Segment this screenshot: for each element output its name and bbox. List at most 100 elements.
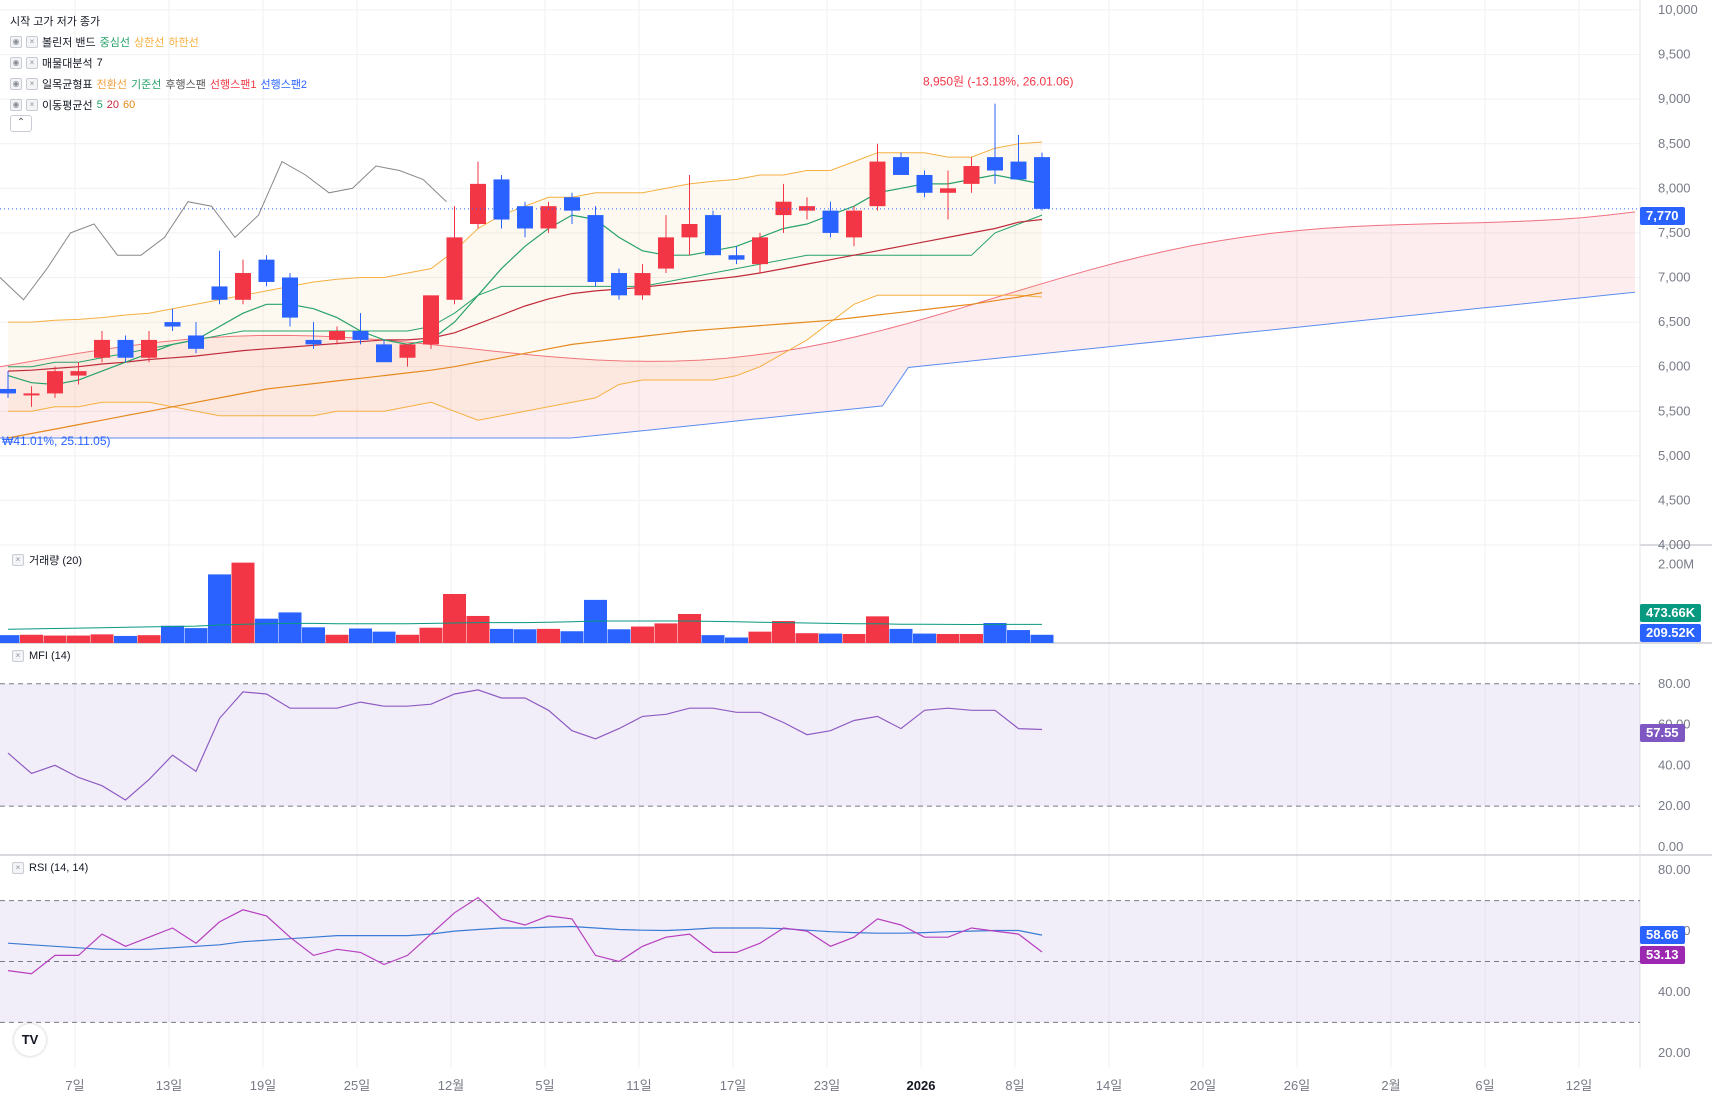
x-tick-label: 14일 bbox=[1096, 1078, 1122, 1093]
volume-bar bbox=[819, 633, 842, 643]
x-tick-label: 25일 bbox=[344, 1078, 370, 1093]
candle-body bbox=[705, 215, 721, 256]
ma-name: 이동평균선 bbox=[42, 100, 93, 112]
rsi-badge: 53.13 bbox=[1640, 946, 1685, 964]
volume-bar bbox=[20, 634, 43, 643]
volume-bar bbox=[302, 627, 325, 643]
candle-body bbox=[752, 237, 768, 265]
volume-tick-label: 2.00M bbox=[1658, 557, 1694, 572]
mfi-tick-label: 20.00 bbox=[1658, 798, 1691, 813]
volume-title: 거래량 (20) bbox=[29, 555, 82, 567]
rsi-signal-line bbox=[7, 925, 1043, 950]
close-icon[interactable]: × bbox=[12, 650, 24, 662]
price-tick-label: 6,500 bbox=[1658, 314, 1691, 329]
mfi-line bbox=[7, 689, 1043, 801]
price-badge: 7,770 bbox=[1640, 207, 1685, 225]
volume-bar bbox=[889, 628, 913, 643]
collapse-legend-button[interactable]: ⌃ bbox=[10, 115, 32, 132]
candle-body bbox=[211, 286, 228, 300]
candle-body bbox=[893, 157, 909, 175]
candle-body bbox=[94, 339, 110, 358]
volume-bar bbox=[913, 633, 936, 643]
rsi-line bbox=[7, 896, 1043, 975]
ma-60: 60 bbox=[122, 99, 136, 111]
visibility-icon[interactable]: ◉ bbox=[10, 78, 22, 90]
candle-body bbox=[141, 339, 157, 358]
price-tick-label: 5,000 bbox=[1658, 448, 1691, 463]
volume-pane-title: × 거래량 (20) bbox=[12, 552, 82, 568]
price-tick-label: 6,000 bbox=[1658, 359, 1691, 374]
candle-body bbox=[658, 237, 674, 269]
ichimoku-base: 기준선 bbox=[130, 79, 162, 91]
volume-bar bbox=[513, 629, 537, 643]
close-icon[interactable]: × bbox=[26, 36, 38, 48]
volume-bar bbox=[349, 628, 372, 643]
volume-bar bbox=[701, 635, 725, 643]
candle-body bbox=[775, 201, 792, 216]
volume-bar bbox=[772, 621, 795, 643]
close-icon[interactable]: × bbox=[12, 862, 24, 874]
volume-bar bbox=[90, 634, 114, 643]
price-tick-label: 4,500 bbox=[1658, 492, 1691, 507]
volume-bar bbox=[631, 626, 654, 643]
candle-body bbox=[376, 344, 392, 363]
candle-body bbox=[305, 339, 322, 345]
close-icon[interactable]: × bbox=[12, 554, 24, 566]
visibility-icon[interactable]: ◉ bbox=[10, 36, 22, 48]
price-tick-label: 9,500 bbox=[1658, 47, 1691, 62]
rsi-pane-title: × RSI (14, 14) bbox=[12, 862, 88, 874]
mfi-title: MFI (14) bbox=[29, 650, 71, 662]
rsi-tick-label: 80.00 bbox=[1658, 862, 1691, 877]
candle-body bbox=[235, 273, 251, 300]
candle-body bbox=[611, 273, 627, 296]
close-icon[interactable]: × bbox=[26, 99, 38, 111]
mfi-badge: 57.55 bbox=[1640, 724, 1685, 742]
x-tick-label: 11일 bbox=[626, 1078, 651, 1093]
volume-ma-line bbox=[7, 620, 1042, 630]
tradingview-logo[interactable]: TV bbox=[14, 1024, 46, 1056]
volume-profile-legend[interactable]: ◉ × 매물대분석 7 bbox=[10, 55, 103, 71]
bollinger-name: 볼린저 밴드 bbox=[42, 37, 96, 49]
bollinger-legend[interactable]: ◉ × 볼린저 밴드 중심선 상한선 하한선 bbox=[10, 34, 199, 50]
candle-body bbox=[47, 371, 63, 394]
high-annotation: 8,950원 (-13.18%, 26.01.06) bbox=[923, 75, 1073, 89]
volume-bar bbox=[161, 625, 184, 643]
ichimoku-legend[interactable]: ◉ × 일목균형표 전환선 기준선 후행스팬 선행스팬1 선행스팬2 bbox=[10, 76, 307, 92]
ma-legend[interactable]: ◉ × 이동평균선 5 20 60 bbox=[10, 97, 135, 113]
ma60-line bbox=[7, 292, 1043, 439]
volume-ma-badge: 473.66K bbox=[1640, 604, 1702, 622]
visibility-icon[interactable]: ◉ bbox=[10, 99, 22, 111]
candle-body bbox=[493, 179, 510, 220]
ichimoku-lagging-line bbox=[0, 160, 447, 301]
volume-bar bbox=[795, 633, 819, 643]
volume-bar bbox=[936, 633, 960, 643]
volume-bar bbox=[419, 627, 443, 643]
volume-bar bbox=[396, 634, 419, 643]
ichimoku-conversion: 전환선 bbox=[96, 79, 127, 91]
candle-body bbox=[282, 277, 298, 318]
visibility-icon[interactable]: ◉ bbox=[10, 57, 22, 69]
rsi-signal-badge: 58.66 bbox=[1640, 926, 1685, 944]
bollinger-lower: 하한선 bbox=[168, 37, 199, 49]
mfi-pane-title: × MFI (14) bbox=[12, 650, 71, 662]
candle-body bbox=[1034, 157, 1050, 209]
volume-bar bbox=[0, 635, 20, 643]
volume-bar bbox=[208, 574, 231, 643]
rsi-title: RSI (14, 14) bbox=[29, 862, 89, 874]
candle-body bbox=[987, 157, 1003, 171]
x-tick-label: 6일 bbox=[1475, 1078, 1494, 1093]
x-tick-label: 5일 bbox=[535, 1078, 554, 1093]
candle-body bbox=[470, 183, 486, 224]
close-icon[interactable]: × bbox=[26, 78, 38, 90]
volume-bar bbox=[490, 628, 513, 643]
x-tick-label: 8일 bbox=[1005, 1078, 1024, 1093]
volume-profile-name: 매물대분석 bbox=[42, 58, 93, 70]
close-icon[interactable]: × bbox=[26, 57, 38, 69]
price-tick-label: 9,000 bbox=[1658, 91, 1691, 106]
candle-body bbox=[0, 388, 16, 394]
volume-bar bbox=[537, 628, 560, 643]
ichimoku-lagging: 후행스팬 bbox=[165, 79, 206, 91]
candle-body bbox=[446, 237, 463, 300]
low-annotation: ₩41.01%, 25.11.05) bbox=[2, 434, 111, 448]
